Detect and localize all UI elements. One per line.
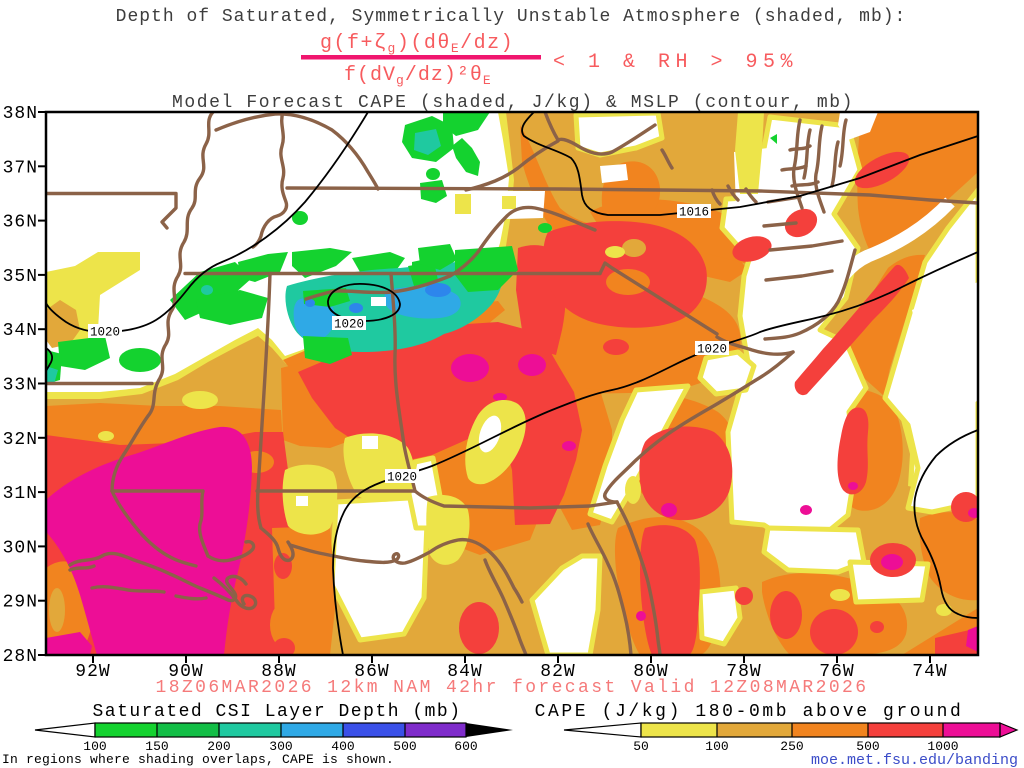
svg-text:30N: 30N xyxy=(3,538,38,558)
svg-text:76W: 76W xyxy=(819,662,854,682)
svg-text:88W: 88W xyxy=(261,662,296,682)
svg-text:92W: 92W xyxy=(75,662,110,682)
svg-text:< 1 & RH > 95%: < 1 & RH > 95% xyxy=(553,51,798,74)
svg-text:82W: 82W xyxy=(540,662,575,682)
svg-text:600: 600 xyxy=(454,739,477,754)
svg-text:32N: 32N xyxy=(3,430,38,450)
svg-text:500: 500 xyxy=(856,739,879,754)
svg-text:50: 50 xyxy=(633,739,649,754)
svg-text:1020: 1020 xyxy=(697,343,727,357)
svg-text:CAPE (J/kg) 180-0mb above grou: CAPE (J/kg) 180-0mb above ground xyxy=(535,702,964,722)
svg-text:84W: 84W xyxy=(447,662,482,682)
svg-text:86W: 86W xyxy=(354,662,389,682)
svg-text:1020: 1020 xyxy=(334,318,364,332)
svg-text:500: 500 xyxy=(393,739,416,754)
svg-text:34N: 34N xyxy=(3,321,38,341)
svg-text:18Z06MAR2026 12km NAM 42hr for: 18Z06MAR2026 12km NAM 42hr forecast Vali… xyxy=(156,678,869,698)
svg-text:100: 100 xyxy=(83,739,106,754)
svg-text:1020: 1020 xyxy=(387,471,417,485)
svg-text:300: 300 xyxy=(269,739,292,754)
svg-text:28N: 28N xyxy=(3,647,38,667)
svg-text:1000: 1000 xyxy=(927,739,958,754)
svg-text:200: 200 xyxy=(207,739,230,754)
svg-text:37N: 37N xyxy=(3,158,38,178)
svg-text:38N: 38N xyxy=(3,104,38,124)
svg-text:36N: 36N xyxy=(3,213,38,233)
svg-text:80W: 80W xyxy=(633,662,668,682)
svg-text:1020: 1020 xyxy=(90,326,120,340)
svg-text:Model Forecast CAPE (shaded, J: Model Forecast CAPE (shaded, J/kg) & MSL… xyxy=(172,93,854,113)
svg-text:f(dVg/dz)²θE: f(dVg/dz)²θE xyxy=(344,64,492,88)
svg-text:Saturated CSI Layer Depth (mb): Saturated CSI Layer Depth (mb) xyxy=(92,702,461,722)
svg-text:35N: 35N xyxy=(3,267,38,287)
svg-text:150: 150 xyxy=(145,739,168,754)
svg-text:400: 400 xyxy=(331,739,354,754)
svg-text:250: 250 xyxy=(780,739,803,754)
svg-text:moe.met.fsu.edu/banding: moe.met.fsu.edu/banding xyxy=(811,752,1018,768)
svg-text:Depth of Saturated, Symmetrica: Depth of Saturated, Symmetrically Unstab… xyxy=(116,7,907,27)
svg-text:78W: 78W xyxy=(726,662,761,682)
svg-text:In regions where shading overl: In regions where shading overlaps, CAPE … xyxy=(2,752,394,767)
svg-text:29N: 29N xyxy=(3,593,38,613)
svg-text:33N: 33N xyxy=(3,376,38,396)
svg-text:1016: 1016 xyxy=(679,206,709,220)
svg-text:g(f+ζg)(dθE/dz): g(f+ζg)(dθE/dz) xyxy=(320,32,514,56)
svg-text:100: 100 xyxy=(705,739,728,754)
svg-text:90W: 90W xyxy=(168,662,203,682)
svg-text:31N: 31N xyxy=(3,484,38,504)
svg-text:74W: 74W xyxy=(912,662,947,682)
